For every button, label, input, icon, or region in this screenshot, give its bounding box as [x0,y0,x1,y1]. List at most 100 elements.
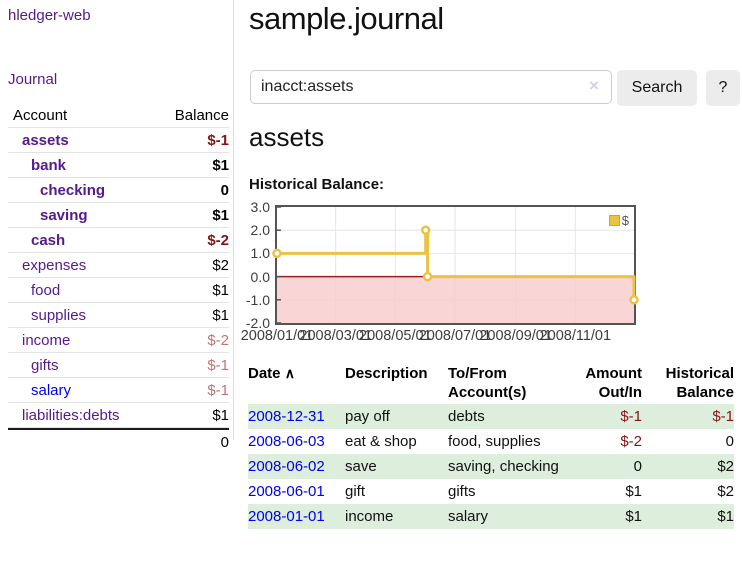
accounts-col-account: Account [13,106,68,124]
y-axis-tick: 3.0 [250,199,270,215]
register-row: 2008-01-01 income salary $1 $1 [248,504,734,529]
account-balance: $1 [212,206,229,224]
sidebar-account-assets[interactable]: assets [22,131,69,149]
account-row: saving $1 [8,203,229,228]
transaction-amount: 0 [633,458,642,475]
help-button[interactable]: ? [706,70,740,106]
x-axis-tick: 2008/09/01 [479,328,552,344]
transaction-date-link[interactable]: 2008-06-01 [248,483,325,500]
sidebar-account-bank[interactable]: bank [31,156,67,174]
register-header-row: Date ∧ Description To/From Account(s) Am… [248,362,734,404]
sort-ascending-icon: ∧ [284,365,295,381]
account-row: food $1 [8,278,229,303]
y-axis-tick: -1.0 [245,291,270,308]
sidebar-account-saving[interactable]: saving [40,206,88,224]
legend-label: $ [621,213,629,228]
search-button[interactable]: Search [617,70,697,106]
transaction-accounts: food, supplies [448,433,541,450]
register-row: 2008-06-02 save saving, checking 0 $2 [248,454,734,479]
sidebar-account-liabilities-debts[interactable]: liabilities:debts [22,406,120,424]
account-balance: $-2 [207,231,229,249]
register-row: 2008-06-03 eat & shop food, supplies $-2… [248,429,734,454]
account-row: expenses $2 [8,253,229,278]
accounts-total: 0 [220,434,229,451]
x-axis-tick: 2008/01/01 [240,328,314,344]
account-balance: 0 [220,181,229,199]
sidebar-account-income[interactable]: income [22,331,71,349]
transaction-accounts: salary [448,508,489,525]
transaction-description: save [345,458,377,475]
account-balance: $1 [212,406,229,424]
account-row: assets $-1 [8,128,229,153]
account-balance: $1 [212,281,229,299]
sidebar-account-salary[interactable]: salary [31,381,72,399]
col-date-label: Date [248,365,281,382]
transaction-amount: $1 [625,483,642,500]
account-balance: $-2 [207,331,229,349]
chart-plot-area [272,206,639,324]
transaction-description: pay off [345,408,390,425]
sidebar-account-expenses[interactable]: expenses [22,256,87,274]
col-balance: Historical Balance [665,365,734,401]
account-row: liabilities:debts $1 [8,403,229,428]
transaction-date-link[interactable]: 2008-12-31 [248,408,325,425]
transaction-balance: $-1 [712,408,734,425]
account-balance: $-1 [207,131,229,149]
account-balance: $-1 [207,381,229,399]
y-axis-tick: -2.0 [245,315,270,331]
register-row: 2008-06-01 gift gifts $1 $2 [248,479,734,504]
x-axis-tick: 2008/11/01 [539,328,612,344]
transaction-balance: $1 [717,508,734,525]
transaction-date-link[interactable]: 2008-06-03 [248,433,325,450]
transaction-amount: $1 [625,508,642,525]
transaction-accounts: saving, checking [448,458,559,475]
x-axis-tick: 2008/05/01 [359,328,432,344]
transaction-description: income [345,508,394,525]
balance-chart: $ 3.0 2.0 1.0 0.0 -1.0 -2.0 2008/01/01 2008/03/… [241,199,639,344]
legend-swatch-icon [608,215,620,226]
sidebar-account-cash[interactable]: cash [31,231,66,249]
account-balance: $2 [212,256,229,274]
y-axis-tick: 0.0 [250,268,270,285]
transaction-accounts: gifts [448,483,476,500]
accounts-col-balance: Balance [174,106,229,124]
sidebar-divider [233,0,234,440]
transaction-amount: $-1 [620,408,642,425]
account-row: cash $-2 [8,228,229,253]
transaction-accounts: debts [448,408,485,425]
accounts-header-row: Account Balance [8,103,229,128]
sidebar-account-gifts[interactable]: gifts [31,356,59,374]
account-balance: $-1 [207,356,229,374]
clear-search-icon[interactable]: × [589,76,599,95]
col-description: Description [345,365,428,382]
transaction-date-link[interactable]: 2008-01-01 [248,508,325,525]
sidebar-account-checking[interactable]: checking [40,181,106,199]
account-balance: $1 [212,156,229,174]
register-row: 2008-12-31 pay off debts $-1 $-1 [248,404,734,429]
col-date[interactable]: Date ∧ [248,362,345,404]
transaction-balance: $2 [717,483,734,500]
transaction-date-link[interactable]: 2008-06-02 [248,458,325,475]
transaction-amount: $-2 [620,433,642,450]
account-row: gifts $-1 [8,353,229,378]
account-row: bank $1 [8,153,229,178]
transaction-description: gift [345,483,366,500]
x-axis-tick: 2008/03/01 [299,328,372,344]
account-row: salary $-1 [8,378,229,403]
sidebar-item-journal[interactable]: Journal [8,71,58,88]
page-title: sample.journal [249,1,444,36]
col-accounts: To/From Account(s) [448,365,527,401]
chart-legend: $ [606,212,631,229]
sidebar-account-food[interactable]: food [31,281,61,299]
col-amount: Amount Out/In [585,365,642,401]
search-input[interactable] [250,70,612,104]
chart-title: Historical Balance: [249,176,385,193]
app-title-link[interactable]: hledger-web [8,7,91,24]
account-row: income $-2 [8,328,229,353]
account-row: supplies $1 [8,303,229,328]
accounts-panel: Account Balance assets $-1 bank $1 check… [8,103,229,455]
account-balance: $1 [212,306,229,324]
x-axis-tick: 2008/07/01 [418,328,492,344]
sidebar-account-supplies[interactable]: supplies [31,306,87,324]
accounts-total-row: 0 [8,428,229,455]
